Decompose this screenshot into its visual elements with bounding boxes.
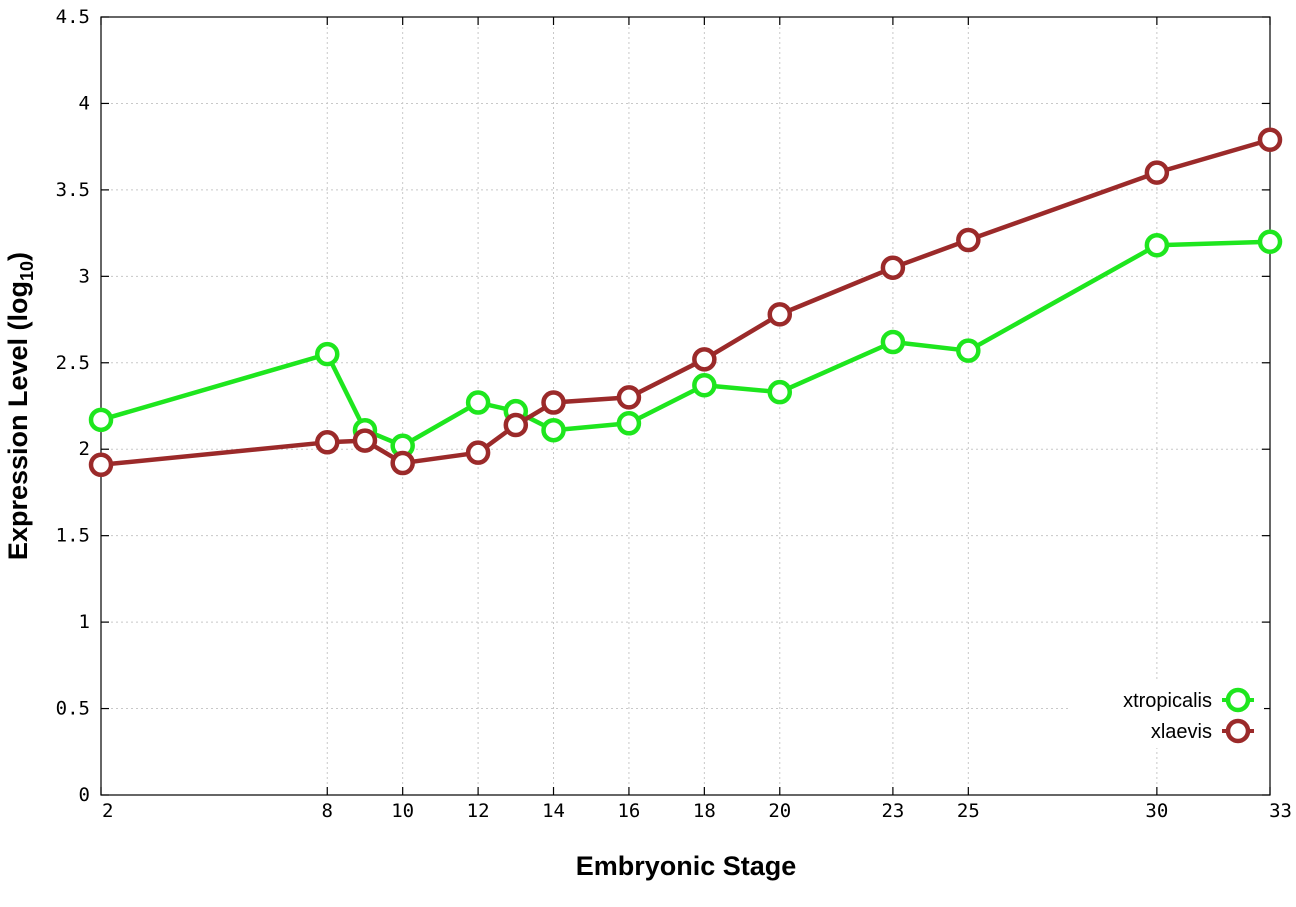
- data-point-xtropicalis: [956, 338, 981, 363]
- x-tick-label: 33: [1269, 800, 1292, 822]
- x-tick-label: 2: [102, 800, 113, 822]
- y-tick-label: 2: [79, 438, 90, 460]
- data-point-xlaevis: [541, 390, 566, 415]
- series-layer: [88, 127, 1283, 478]
- x-axis-title: Embryonic Stage: [576, 851, 797, 881]
- legend-swatch-marker-xlaevis: [1225, 718, 1251, 744]
- y-tick-label: 2.5: [56, 352, 90, 374]
- data-point-xlaevis: [503, 412, 529, 438]
- x-tick-label: 8: [322, 800, 333, 822]
- x-tick-label: 30: [1145, 800, 1168, 822]
- legend: xtropicalis xlaevis: [1068, 682, 1264, 748]
- legend-label-xtropicalis: xtropicalis: [1123, 690, 1212, 712]
- series-xlaevis: [88, 127, 1283, 478]
- x-tick-label: 12: [467, 800, 490, 822]
- data-point-xlaevis: [616, 385, 642, 410]
- x-tick-label: 16: [617, 800, 640, 822]
- x-tick-label: 20: [768, 800, 791, 822]
- y-axis-title: Expression Level (log10): [3, 252, 37, 560]
- data-point-xtropicalis: [616, 411, 642, 436]
- legend-entry-xlaevis: xlaevis: [1151, 718, 1254, 744]
- data-point-xlaevis: [767, 302, 793, 327]
- x-tick-label: 23: [881, 800, 904, 822]
- y-tick-label: 3: [79, 265, 90, 287]
- x-tick-label: 14: [542, 800, 565, 822]
- grid-lines: [101, 17, 1270, 795]
- data-point-xtropicalis: [1257, 229, 1283, 255]
- y-tick-label: 0.5: [56, 698, 90, 720]
- y-tick-label: 0: [79, 784, 90, 806]
- data-point-xlaevis: [692, 347, 717, 372]
- data-point-xtropicalis: [767, 379, 793, 405]
- x-tick-label: 10: [391, 800, 414, 822]
- data-point-xtropicalis: [880, 329, 906, 355]
- data-point-xtropicalis: [692, 373, 717, 398]
- data-point-xtropicalis: [1144, 232, 1170, 258]
- y-tick-label: 4: [79, 92, 90, 114]
- data-point-xlaevis: [352, 428, 378, 453]
- data-point-xtropicalis: [88, 407, 114, 433]
- data-point-xlaevis: [315, 430, 340, 455]
- axis-ticks: [100, 16, 1271, 796]
- series-line-xlaevis: [100, 137, 1271, 468]
- data-point-xlaevis: [390, 450, 415, 476]
- series-xtropicalis: [88, 229, 1283, 459]
- y-tick-label: 1.5: [56, 525, 90, 547]
- data-point-xlaevis: [1144, 160, 1170, 185]
- y-tick-label: 1: [79, 611, 90, 633]
- data-point-xlaevis: [1257, 127, 1283, 153]
- y-tick-label: 3.5: [56, 179, 90, 201]
- data-point-xlaevis: [880, 255, 906, 280]
- series-line-xtropicalis: [100, 239, 1271, 449]
- data-point-xlaevis: [956, 227, 981, 253]
- x-tick-label: 18: [693, 800, 716, 822]
- data-point-xlaevis: [88, 452, 114, 478]
- legend-entry-xtropicalis: xtropicalis: [1123, 687, 1254, 713]
- data-point-xtropicalis: [541, 417, 566, 443]
- y-axis-title-main: Expression Level (log: [3, 281, 33, 560]
- data-point-xlaevis: [465, 440, 491, 465]
- y-axis-title-subscript: 10: [17, 261, 37, 281]
- data-point-xtropicalis: [315, 341, 340, 367]
- y-axis-title-suffix: ): [3, 252, 33, 261]
- legend-label-xlaevis: xlaevis: [1151, 721, 1212, 743]
- y-tick-label: 4.5: [56, 6, 90, 28]
- plot-frame: [100, 16, 1271, 796]
- x-tick-label: 25: [957, 800, 980, 822]
- data-point-xtropicalis: [465, 390, 491, 415]
- legend-swatch-marker-xtropicalis: [1225, 687, 1251, 713]
